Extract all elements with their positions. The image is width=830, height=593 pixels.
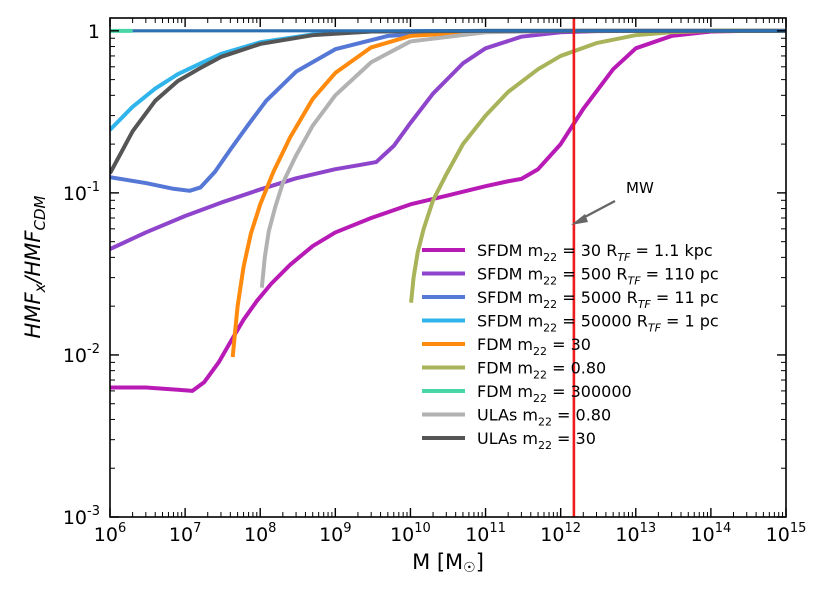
x-tick-label-0: 106 [94, 521, 126, 546]
tick-layer [109, 18, 787, 518]
series-line-5 [409, 28, 786, 303]
legend-label-7: ULAs m22 = 0.80 [477, 406, 611, 429]
label-layer: 106 107 108 109 1010 1011 1012 1013 1014 1015 1 10-… [63, 21, 807, 546]
plot-background [110, 18, 786, 517]
legend-label-5: FDM m22 = 0.80 [477, 359, 606, 382]
plot-frame [109, 17, 787, 518]
y-tick-label-1: 10-1 [63, 180, 100, 205]
x-tick-label-8: 1014 [691, 521, 732, 546]
series-layer [110, 28, 786, 393]
y-axis-label: HMFx/HMFCDM [21, 195, 49, 338]
x-tick-label-6: 1012 [540, 521, 581, 546]
legend-label-0: SFDM m22 = 30 RTF = 1.1 kpc [477, 241, 713, 264]
y-tick-label-0: 1 [88, 21, 100, 43]
series-line-0 [110, 28, 786, 393]
x-tick-label-2: 108 [244, 521, 276, 546]
legend-label-6: FDM m22 = 300000 [477, 382, 632, 405]
legend-label-1: SFDM m22 = 500 RTF = 110 pc [477, 265, 719, 288]
x-tick-label-9: 1015 [766, 521, 807, 546]
y-tick-label-3: 10-3 [63, 504, 100, 529]
x-tick-label-7: 1013 [615, 521, 656, 546]
x-tick-label-5: 1011 [465, 521, 506, 546]
legend-label-2: SFDM m22 = 5000 RTF = 11 pc [477, 288, 719, 311]
series-line-4 [230, 28, 786, 358]
x-tick-label-1: 107 [169, 521, 201, 546]
mw-arrow-head [571, 214, 588, 225]
x-tick-label-3: 109 [319, 521, 351, 546]
x-axis-label: M [M☉] [412, 550, 484, 576]
mw-annotation: MW [626, 179, 654, 197]
x-tick-label-4: 1010 [390, 521, 431, 546]
legend-label-8: ULAs m22 = 30 [477, 429, 596, 452]
mw-arrow-line [580, 199, 616, 221]
legend-label-4: FDM m22 = 30 [477, 335, 591, 358]
legend-label-3: SFDM m22 = 50000 RTF = 1 pc [477, 312, 719, 335]
y-tick-label-2: 10-2 [63, 342, 100, 367]
